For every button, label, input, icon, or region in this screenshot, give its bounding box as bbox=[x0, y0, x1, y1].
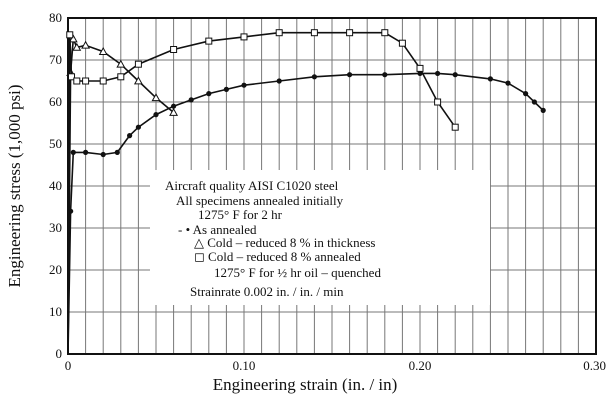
series-square bbox=[66, 29, 459, 355]
y-tick-label: 70 bbox=[49, 52, 62, 67]
plot-frame bbox=[67, 17, 597, 355]
data-point-dot bbox=[171, 103, 177, 109]
data-point-square bbox=[416, 64, 424, 72]
data-point-square bbox=[134, 60, 142, 68]
y-tick-label: 50 bbox=[49, 136, 62, 151]
data-point-square bbox=[398, 39, 406, 47]
x-tick-label: 0.10 bbox=[233, 358, 256, 373]
data-point-triangle bbox=[116, 59, 126, 68]
data-point-dot bbox=[100, 151, 106, 158]
y-axis-title: Engineering stress (1,000 psi) bbox=[5, 84, 24, 287]
y-tick-label: 20 bbox=[49, 262, 62, 277]
data-point-dot bbox=[505, 80, 511, 86]
x-tick-label: 0.30 bbox=[583, 358, 606, 373]
data-point-dot bbox=[153, 112, 159, 118]
y-tick-label: 30 bbox=[49, 220, 62, 235]
series-line bbox=[67, 38, 175, 355]
data-point-triangle bbox=[151, 93, 161, 102]
data-point-square bbox=[68, 73, 76, 81]
legend-line: Aircraft quality AISI C1020 steel bbox=[165, 178, 339, 193]
data-point-square bbox=[240, 33, 248, 41]
data-point-square bbox=[117, 73, 125, 81]
data-point-square bbox=[73, 77, 81, 85]
data-point-triangle bbox=[98, 46, 108, 55]
legend-background bbox=[150, 170, 490, 305]
data-point-dot bbox=[114, 149, 120, 155]
data-point-dot bbox=[70, 149, 76, 155]
y-tick-label: 60 bbox=[49, 94, 62, 109]
data-point-square bbox=[381, 29, 389, 37]
data-point-square bbox=[66, 31, 74, 39]
y-tick-label: 40 bbox=[49, 178, 62, 193]
data-point-square bbox=[434, 98, 442, 106]
legend-line: △ Cold – reduced 8 % in thickness bbox=[194, 235, 376, 250]
data-point-dot bbox=[135, 124, 141, 130]
data-point-dot bbox=[83, 149, 89, 155]
x-tick-label: 0.20 bbox=[409, 358, 432, 373]
data-point-dot bbox=[311, 74, 317, 80]
data-point-dot bbox=[347, 72, 353, 78]
data-point-dot bbox=[452, 72, 458, 78]
data-point-triangle bbox=[81, 40, 91, 49]
legend-line: ◻ Cold – reduced 8 % annealed bbox=[194, 249, 361, 264]
tick-labels: 0 10 20 30 40 50 60 70 80 0 0.10 0.20 0.30 bbox=[49, 10, 606, 373]
x-tick-label: 0 bbox=[65, 358, 72, 373]
data-point-triangle bbox=[133, 76, 143, 85]
y-tick-label: 0 bbox=[56, 346, 63, 361]
data-point-dot bbox=[382, 72, 388, 78]
data-point-square bbox=[451, 123, 459, 131]
data-point-dot bbox=[531, 99, 538, 105]
legend-line: 1275° F for 2 hr bbox=[198, 207, 283, 222]
series-dot bbox=[67, 70, 546, 355]
legend-line: All specimens annealed initially bbox=[176, 193, 344, 208]
data-point-dot bbox=[188, 97, 194, 103]
data-point-square bbox=[170, 46, 178, 53]
data-point-triangle bbox=[72, 42, 82, 51]
y-tick-label: 80 bbox=[49, 10, 62, 25]
x-axis-title: Engineering strain (in. / in) bbox=[213, 375, 398, 394]
data-point-dot bbox=[276, 78, 282, 84]
data-point-square bbox=[346, 29, 354, 37]
data-point-dot bbox=[523, 91, 529, 97]
data-point-square bbox=[99, 77, 107, 85]
data-point-square bbox=[205, 37, 213, 45]
data-point-square bbox=[275, 29, 283, 37]
series-layer bbox=[66, 29, 546, 355]
data-point-dot bbox=[206, 91, 212, 97]
data-point-triangle bbox=[169, 107, 179, 116]
legend-line: Strainrate 0.002 in. / in. / min bbox=[190, 284, 344, 299]
legend-line: 1275° F for ½ hr oil – quenched bbox=[214, 265, 381, 280]
data-point-dot bbox=[223, 86, 229, 92]
data-point-dot bbox=[487, 76, 493, 82]
data-point-square bbox=[82, 77, 90, 85]
data-point-triangle bbox=[68, 34, 78, 43]
legend-line: - • As annealed bbox=[178, 222, 257, 237]
data-point-dot bbox=[540, 107, 546, 113]
y-tick-label: 10 bbox=[49, 304, 62, 319]
data-point-dot bbox=[435, 70, 441, 77]
data-point-dot bbox=[241, 82, 247, 88]
data-point-dot bbox=[127, 133, 133, 139]
data-point-square bbox=[310, 29, 318, 37]
